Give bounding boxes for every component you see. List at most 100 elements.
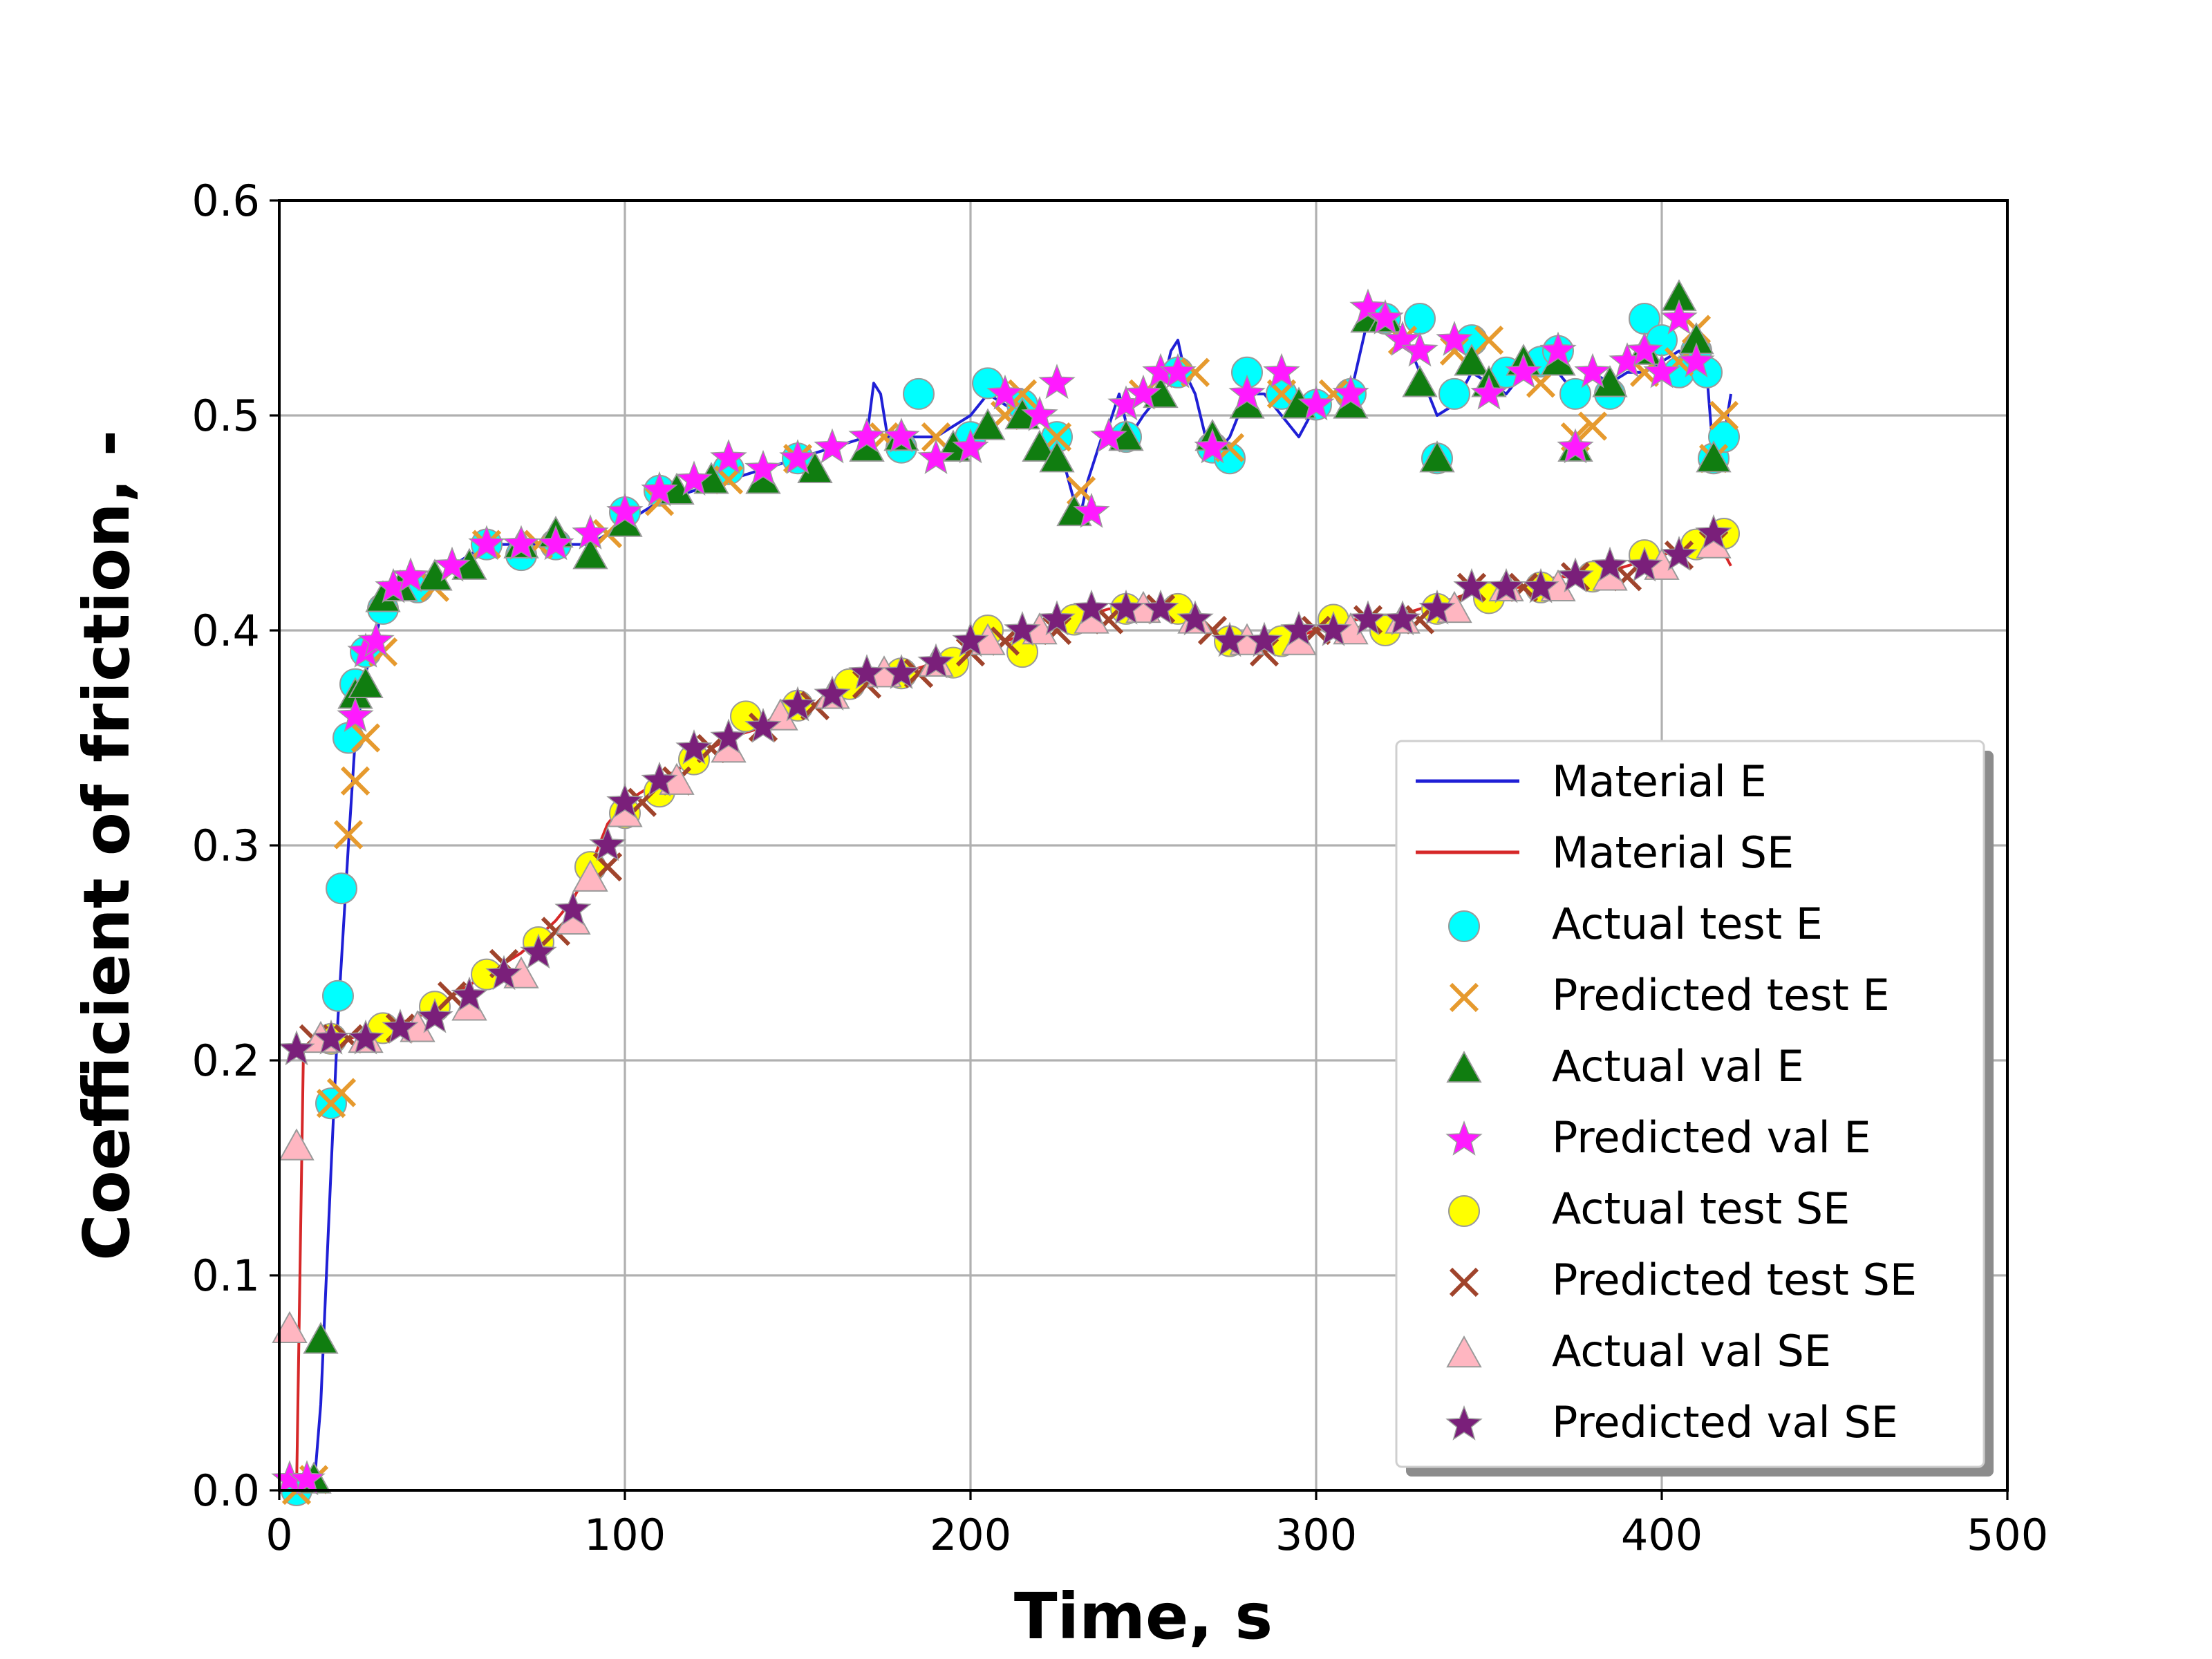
legend-item: Actual test SE xyxy=(1448,1183,1850,1234)
data-point xyxy=(917,643,955,679)
data-point xyxy=(1125,374,1162,410)
x-tick-label: 300 xyxy=(1275,1510,1357,1560)
data-point xyxy=(1038,364,1076,400)
data-point xyxy=(1280,610,1318,646)
data-point xyxy=(1557,557,1594,593)
data-point xyxy=(392,557,429,593)
legend-label: Actual test SE xyxy=(1552,1183,1850,1234)
legend-item: Material SE xyxy=(1416,827,1794,878)
data-point xyxy=(814,428,851,464)
legend-label: Actual val SE xyxy=(1552,1326,1831,1376)
data-point xyxy=(1709,400,1739,431)
data-point xyxy=(1159,353,1197,388)
data-point xyxy=(350,723,381,753)
data-point xyxy=(1539,331,1577,367)
data-point xyxy=(1073,492,1110,528)
data-point xyxy=(340,766,371,796)
data-point xyxy=(883,417,920,453)
data-point xyxy=(1488,568,1525,603)
data-point xyxy=(1315,610,1352,646)
data-point xyxy=(1557,428,1594,464)
data-point xyxy=(1142,589,1179,625)
data-point xyxy=(1695,514,1732,550)
data-point xyxy=(1574,353,1611,388)
data-point xyxy=(357,621,395,657)
data-point xyxy=(1384,600,1421,636)
data-point xyxy=(416,997,453,1033)
legend-marker-swatch xyxy=(1448,1195,1480,1227)
legend-item: Actual val E xyxy=(1446,1041,1804,1091)
data-point xyxy=(303,1322,339,1354)
data-point xyxy=(382,1009,419,1044)
data-point xyxy=(326,872,357,905)
legend-label: Predicted test SE xyxy=(1552,1255,1917,1305)
data-point xyxy=(347,1019,384,1055)
legend-label: Predicted test E xyxy=(1552,970,1890,1020)
data-point xyxy=(744,707,782,743)
data-point xyxy=(1039,440,1075,473)
data-point xyxy=(848,417,885,453)
legend-label: Actual val E xyxy=(1552,1041,1804,1091)
data-point xyxy=(675,729,713,765)
data-point xyxy=(1297,385,1335,421)
y-tick-label: 0.4 xyxy=(191,606,260,656)
data-point xyxy=(1470,374,1508,410)
data-point xyxy=(1332,374,1369,410)
y-tick-label: 0.0 xyxy=(191,1465,260,1516)
legend-item: Predicted val E xyxy=(1445,1112,1871,1163)
y-tick-label: 0.1 xyxy=(191,1250,260,1301)
data-point xyxy=(1474,326,1504,355)
data-point xyxy=(952,428,989,464)
data-point xyxy=(1454,344,1490,376)
data-point xyxy=(1228,374,1266,410)
legend-label: Actual test E xyxy=(1552,899,1823,949)
legend-marker-swatch xyxy=(1449,982,1479,1013)
data-point xyxy=(1577,411,1608,441)
data-point xyxy=(606,492,644,528)
series-predicted-val-se xyxy=(278,514,1732,1066)
data-point xyxy=(1402,365,1438,397)
legend-label: Material E xyxy=(1552,756,1767,807)
data-point xyxy=(279,1128,315,1161)
legend-label: Predicted val SE xyxy=(1552,1397,1898,1447)
data-point xyxy=(744,449,782,485)
data-point xyxy=(326,1078,357,1107)
legend-item: Actual test E xyxy=(1448,899,1823,949)
data-point xyxy=(451,976,488,1012)
legend-item: Predicted val SE xyxy=(1445,1397,1898,1447)
data-point xyxy=(1177,600,1214,636)
data-point xyxy=(589,825,626,861)
legend-box xyxy=(1395,740,1985,1468)
x-tick-label: 0 xyxy=(265,1510,292,1560)
data-point xyxy=(710,718,747,754)
data-point xyxy=(433,546,471,582)
data-point xyxy=(1022,429,1058,462)
data-point xyxy=(1073,589,1110,625)
legend-item: Material E xyxy=(1416,756,1767,807)
legend-marker-swatch xyxy=(1448,910,1480,942)
y-axis-title: Coefficient of friction, - xyxy=(70,430,144,1261)
x-tick-label: 200 xyxy=(930,1510,1011,1560)
data-point xyxy=(1194,428,1231,464)
legend: Material E Material SE Actual test E Predic… xyxy=(1395,740,1994,1477)
data-point xyxy=(1626,546,1663,582)
y-tick-label: 0.6 xyxy=(191,176,260,226)
data-point xyxy=(883,654,920,689)
data-point xyxy=(468,525,505,561)
data-point xyxy=(337,697,374,733)
legend-label: Material SE xyxy=(1552,827,1794,878)
data-point xyxy=(1453,568,1490,603)
legend-label: Predicted val E xyxy=(1552,1112,1871,1163)
data-point xyxy=(322,980,354,1012)
data-point xyxy=(1021,395,1058,431)
data-point xyxy=(1367,299,1404,335)
data-point xyxy=(272,1311,308,1343)
data-point xyxy=(503,525,540,561)
data-point xyxy=(970,408,1006,440)
y-tick-label: 0.5 xyxy=(191,391,260,441)
data-point xyxy=(278,1030,315,1066)
legend-marker-swatch xyxy=(1449,1267,1479,1297)
data-point xyxy=(1349,600,1387,636)
data-point xyxy=(1505,353,1542,388)
